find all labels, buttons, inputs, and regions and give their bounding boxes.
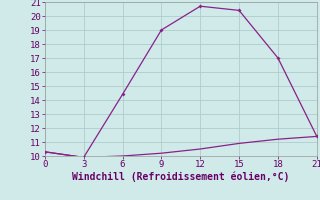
X-axis label: Windchill (Refroidissement éolien,°C): Windchill (Refroidissement éolien,°C): [72, 172, 290, 182]
